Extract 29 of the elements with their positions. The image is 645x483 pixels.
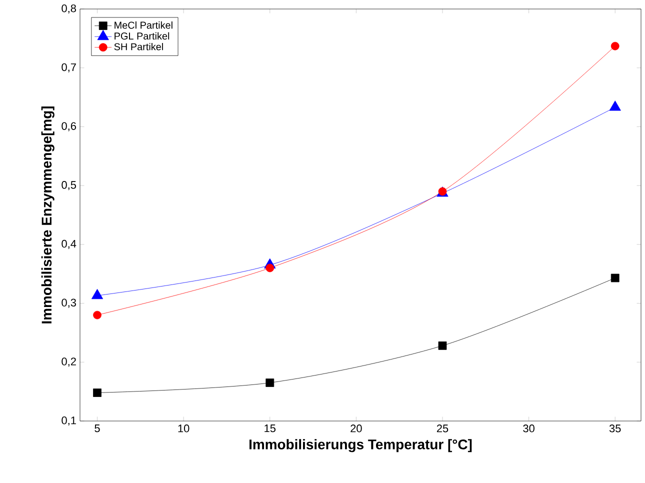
point xyxy=(266,378,274,387)
legend-label: SH Partikel xyxy=(114,42,163,50)
x-tick-label: 20 xyxy=(350,424,362,432)
x-tick-label: 10 xyxy=(178,424,190,432)
y-tick-label: 0,7 xyxy=(62,63,76,72)
point xyxy=(610,274,620,282)
y-tick-label: 0,1 xyxy=(62,416,76,426)
y-tick-label: 0,5 xyxy=(62,181,76,190)
point xyxy=(609,100,621,111)
x-tick-label: 15 xyxy=(264,424,276,432)
point xyxy=(93,388,102,397)
point xyxy=(266,264,274,272)
y-tick-label: 0,3 xyxy=(62,298,76,308)
point xyxy=(91,288,104,300)
point xyxy=(438,341,447,350)
x-axis-title: Immobilisierungs Temperatur [°C] xyxy=(250,439,472,452)
x-tick-label: 5 xyxy=(94,424,100,432)
y-axis-title: Immobilisierte Enzymmenge[mg] xyxy=(41,106,54,324)
y-tick-label: 0,6 xyxy=(62,122,76,132)
point xyxy=(610,42,620,50)
legend-label: MeCl Partikel xyxy=(114,21,172,29)
y-tick-label: 0,8 xyxy=(62,4,76,14)
x-tick-label: 25 xyxy=(436,424,448,432)
legend-label: PGL Partikel xyxy=(114,32,170,40)
y-tick-label: 0,4 xyxy=(62,240,76,249)
x-tick-label: 30 xyxy=(523,424,534,432)
x-tick-label: 35 xyxy=(609,424,621,432)
point xyxy=(93,310,102,320)
y-tick-label: 0,2 xyxy=(62,358,76,367)
